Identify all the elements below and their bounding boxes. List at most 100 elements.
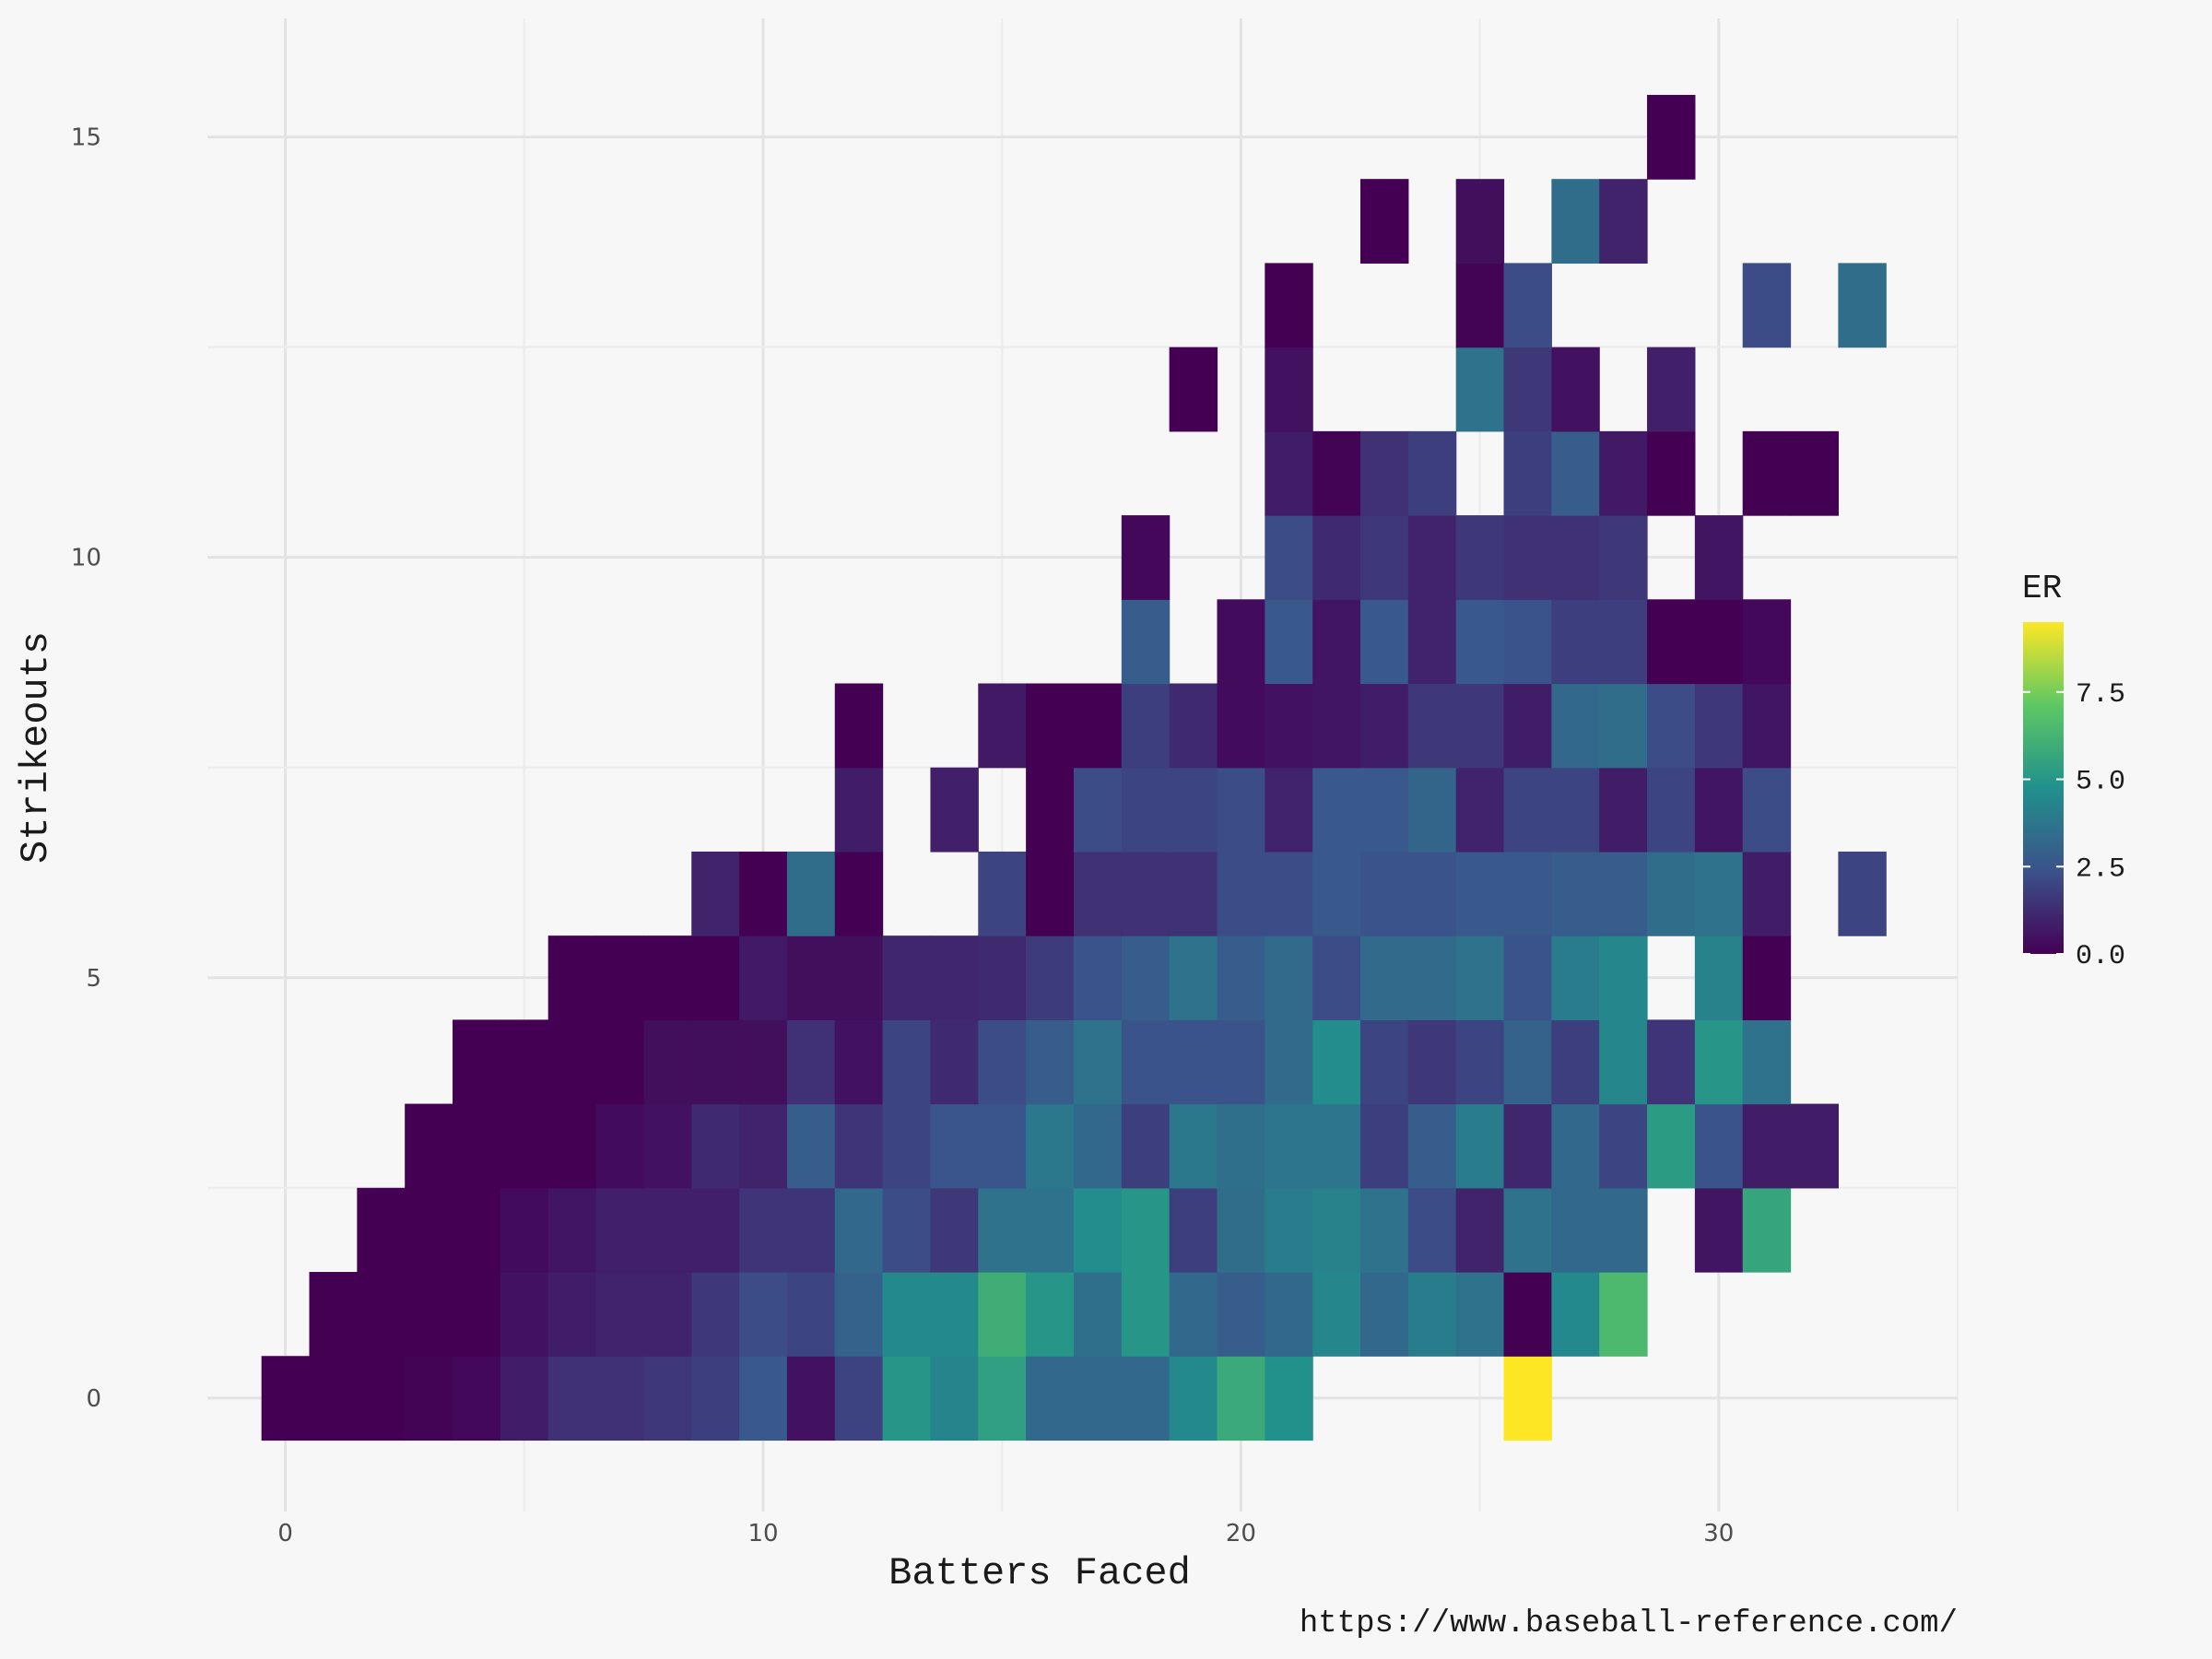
heatmap-cell — [1742, 935, 1792, 1020]
heatmap-cell — [930, 935, 979, 1020]
heatmap-cell — [1360, 179, 1409, 265]
heatmap-cell — [1694, 1103, 1744, 1189]
heatmap-cell — [1551, 1019, 1600, 1105]
legend-tick-label: 5.0 — [2076, 767, 2125, 798]
heatmap-cell — [1026, 1272, 1075, 1357]
heatmap-cell — [1265, 683, 1313, 769]
heatmap-cell — [1073, 1187, 1123, 1273]
heatmap-cell — [691, 1187, 740, 1273]
heatmap-cell — [453, 1272, 501, 1357]
heatmap-cell — [1407, 1103, 1457, 1189]
heatmap-cell — [739, 935, 788, 1020]
heatmap-cell — [1599, 599, 1648, 685]
heatmap-cell — [453, 1103, 501, 1189]
heatmap-cell — [405, 1103, 453, 1189]
heatmap-cell — [786, 1019, 836, 1105]
heatmap-cell — [739, 1272, 788, 1357]
heatmap-cell — [1455, 935, 1505, 1020]
heatmap-cell — [834, 1356, 884, 1441]
heatmap-cell — [1121, 1187, 1171, 1273]
heatmap-cell — [1121, 767, 1171, 853]
heatmap-cell — [1599, 1103, 1648, 1189]
heatmap-cell — [1312, 935, 1361, 1020]
heatmap-cell — [1599, 935, 1648, 1020]
heatmap-cell — [1455, 767, 1505, 853]
heatmap-cell — [1121, 851, 1171, 936]
heatmap-cell — [834, 1187, 884, 1273]
heatmap-cell — [1694, 515, 1744, 600]
heatmap-cell — [1503, 1103, 1552, 1189]
heatmap-cell — [357, 1356, 406, 1441]
heatmap-cell — [1121, 515, 1171, 600]
heatmap-cell — [1217, 1272, 1265, 1357]
heatmap-cell — [1169, 1019, 1218, 1105]
heatmap-cell — [1599, 1019, 1648, 1105]
heatmap-cell — [1647, 767, 1696, 853]
heatmap-cell — [1599, 515, 1648, 600]
heatmap-cell — [1312, 515, 1361, 600]
heatmap-cell — [1407, 1019, 1457, 1105]
heatmap-cell — [1026, 1103, 1075, 1189]
heatmap-cell — [691, 1272, 740, 1357]
heatmap-cell — [500, 1356, 549, 1441]
heatmap-cell — [1455, 179, 1505, 265]
heatmap-cell — [1503, 515, 1552, 600]
heatmap-cell — [357, 1272, 406, 1357]
y-tick-label: 10 — [71, 545, 101, 572]
heatmap-cell — [1694, 767, 1744, 853]
heatmap-cell — [1217, 1103, 1265, 1189]
heatmap-cell — [1312, 1019, 1361, 1105]
heatmap-cell — [1169, 683, 1218, 769]
heatmap-cell — [1551, 851, 1600, 936]
heatmap-cell — [1407, 851, 1457, 936]
heatmap-cell — [1360, 935, 1409, 1020]
heatmap-cell — [1694, 599, 1744, 685]
heatmap-cell — [1455, 347, 1505, 432]
heatmap-cell — [1360, 515, 1409, 600]
heatmap-cell — [1407, 935, 1457, 1020]
heatmap-cell — [1503, 851, 1552, 936]
heatmap-cell — [1312, 1272, 1361, 1357]
heatmap-cell — [1217, 1356, 1265, 1441]
heatmap-cells — [261, 94, 1887, 1441]
heatmap-cell — [1265, 1103, 1313, 1189]
heatmap-cell — [1121, 1356, 1171, 1441]
heatmap-cell — [1169, 347, 1218, 432]
heatmap-cell — [786, 1356, 836, 1441]
heatmap-cell — [1599, 683, 1648, 769]
heatmap-cell — [786, 935, 836, 1020]
heatmap-cell — [1551, 1103, 1600, 1189]
heatmap-cell — [547, 1019, 597, 1105]
heatmap-cell — [405, 1187, 453, 1273]
heatmap-cell — [1742, 767, 1792, 853]
heatmap-cell — [1265, 1356, 1313, 1441]
legend-ticks: 0.0 2.5 5.0 7.5 — [2023, 679, 2125, 972]
heatmap-cell — [1169, 1356, 1218, 1441]
heatmap-cell — [834, 1019, 884, 1105]
heatmap-cell — [453, 1187, 501, 1273]
heatmap-cell — [1599, 430, 1648, 516]
heatmap-cell — [595, 1272, 644, 1357]
heatmap-cell — [1360, 430, 1409, 516]
heatmap-cell — [1599, 851, 1648, 936]
heatmap-cell — [1838, 851, 1887, 936]
heatmap-cell — [1694, 1019, 1744, 1105]
heatmap-cell — [1360, 599, 1409, 685]
heatmap-cell — [595, 1103, 644, 1189]
heatmap-cell — [1503, 599, 1552, 685]
heatmap-cell — [882, 1103, 932, 1189]
heatmap-cell — [834, 935, 884, 1020]
heatmap-cell — [1455, 683, 1505, 769]
heatmap-cell — [978, 1187, 1027, 1273]
heatmap-cell — [930, 1272, 979, 1357]
heatmap-cell — [643, 1019, 692, 1105]
heatmap-cell — [1312, 767, 1361, 853]
heatmap-cell — [978, 1103, 1027, 1189]
x-tick-label: 10 — [747, 1520, 778, 1547]
heatmap-cell — [1265, 347, 1313, 432]
heatmap-cell — [739, 1356, 788, 1441]
heatmap-cell — [500, 1187, 549, 1273]
x-tick-label: 30 — [1703, 1520, 1734, 1547]
heatmap-cell — [1838, 263, 1887, 348]
